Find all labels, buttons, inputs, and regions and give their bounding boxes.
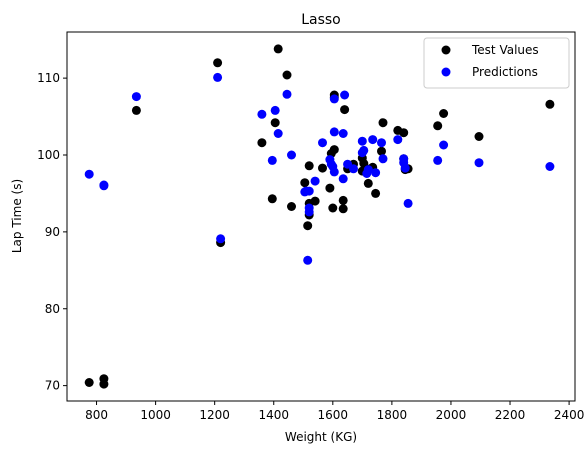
predictions-point [359,145,369,155]
x-tick-label: 2200 [495,408,526,422]
predictions-point [393,135,403,145]
predictions-point [338,129,348,138]
test-values-point [257,138,267,148]
legend-box [423,37,570,89]
test-values-point [399,128,409,138]
y-tick-label: 100 [37,148,60,162]
x-tick-label: 1600 [318,408,349,422]
predictions-point [439,140,449,150]
y-tick-label: 70 [45,379,60,393]
predictions-point [99,181,109,191]
x-tick-label: 1400 [258,408,289,422]
test-values-point [267,194,277,204]
predictions-point [329,127,339,137]
test-values-point [287,202,296,211]
x-tick-label: 2000 [436,408,467,422]
test-values-point [340,105,350,115]
predictions-point [349,164,358,174]
predictions-point [329,167,339,177]
x-tick-label: 1200 [199,408,230,422]
x-tick-label: 1800 [377,408,408,422]
y-axis-label: Lap Time (s) [10,179,24,253]
test-values-point [99,374,109,384]
test-values-point [433,121,443,131]
y-tick-label: 80 [45,302,60,316]
test-values-point [303,221,313,231]
predictions-point [213,72,223,82]
predictions-point [433,155,443,165]
test-values-point [310,196,320,206]
predictions-point [340,90,350,100]
test-values-point [131,105,141,115]
test-values-point [329,145,339,155]
test-values-point [545,99,555,109]
points-layer [84,44,555,389]
test-values-point [377,146,386,156]
predictions-point [368,135,378,145]
predictions-point [84,169,94,179]
x-axis-ticks: 800 1000 1200 1400 1600 1800 2000 2200 2400 [85,401,584,422]
legend-marker-predictions [441,67,451,77]
test-values-point [213,58,223,68]
x-tick-label: 1000 [140,408,171,422]
y-tick-label: 90 [45,225,60,239]
predictions-point [216,234,226,244]
test-values-point [325,183,335,193]
predictions-point [318,138,327,148]
predictions-point [304,186,314,196]
predictions-point [357,136,367,146]
test-values-point [282,70,292,80]
predictions-point [377,138,386,148]
predictions-point [400,163,410,173]
predictions-point [303,255,313,265]
test-values-point [273,44,283,54]
predictions-point [310,176,320,186]
test-values-point [300,178,310,188]
legend-label-predictions: Predictions [472,65,538,79]
test-values-point [338,195,348,205]
predictions-point [399,154,409,164]
test-values-point [328,203,338,213]
test-values-point [363,178,373,188]
predictions-point [403,198,413,208]
test-values-point [318,163,327,173]
test-values-point [270,118,280,128]
predictions-point [304,203,314,213]
predictions-point [273,129,283,138]
test-values-point [378,118,388,128]
chart-title: Lasso [301,12,341,28]
legend-label-test-values: Test Values [471,43,539,57]
predictions-point [131,92,141,102]
predictions-point [378,154,388,164]
predictions-point [371,168,381,178]
predictions-point [329,94,339,104]
predictions-point [474,158,484,168]
x-axis-label: Weight (KG) [285,430,357,444]
predictions-point [363,165,373,175]
predictions-point [287,150,296,160]
test-values-point [338,204,348,214]
test-values-point [474,132,484,141]
legend: Test Values Predictions [423,37,570,89]
test-values-point [304,161,314,171]
x-tick-label: 2400 [554,408,585,422]
predictions-point [257,109,267,119]
predictions-point [270,105,280,115]
x-tick-label: 800 [85,408,108,422]
test-values-point [439,109,449,118]
test-values-point [371,188,381,198]
test-values-point [84,378,94,387]
predictions-point [338,174,348,184]
predictions-point [267,155,277,165]
y-axis-ticks: 70 80 90 100 110 [37,71,67,393]
y-tick-label: 110 [37,71,60,85]
plot-frame [66,31,576,402]
predictions-point [545,162,555,171]
legend-marker-test-values [441,45,451,55]
predictions-point [282,89,292,99]
